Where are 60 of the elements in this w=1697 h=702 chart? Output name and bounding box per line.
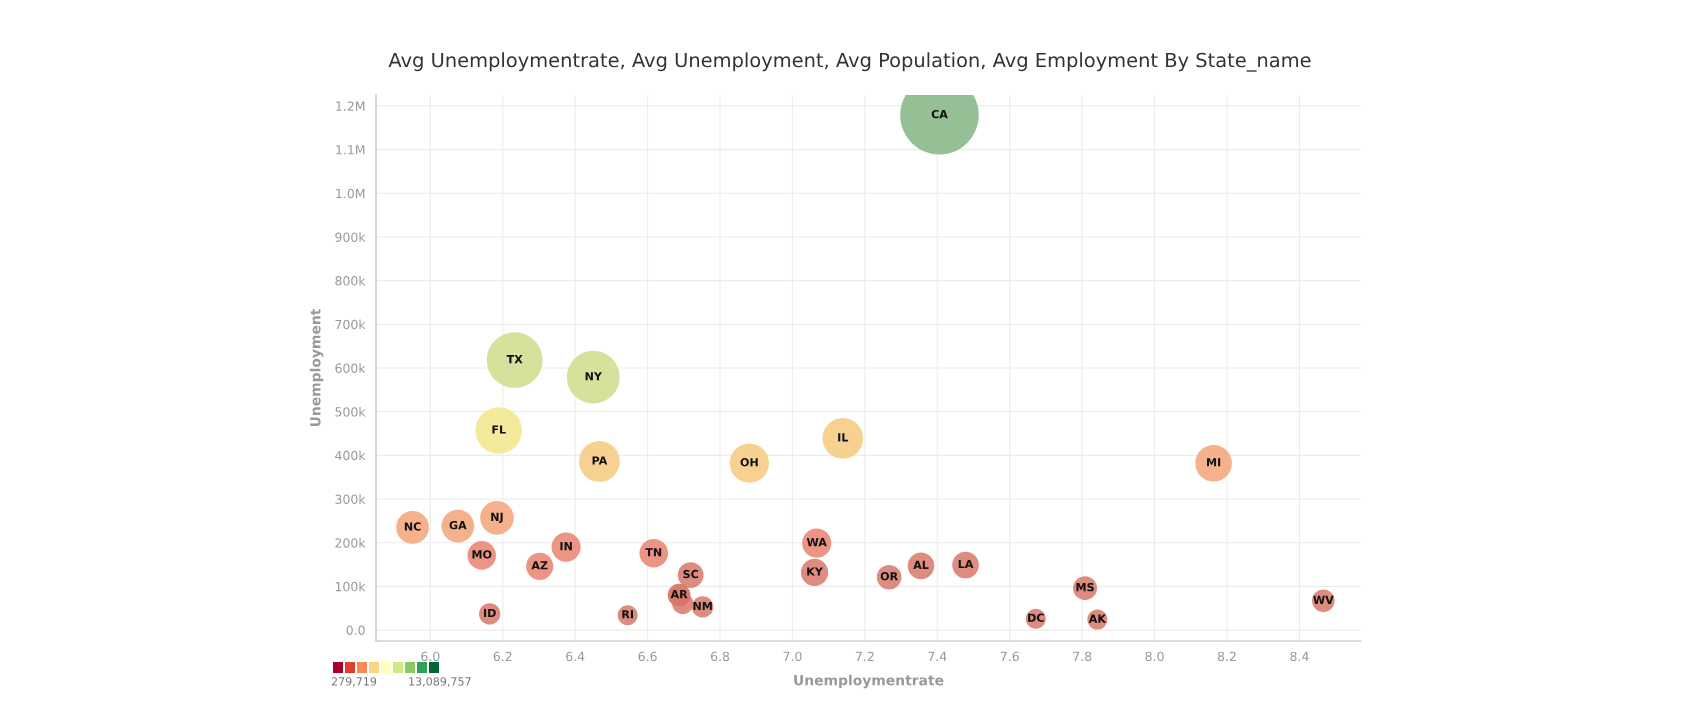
annotation: FL	[492, 425, 506, 434]
x-tick-label: 6.6	[638, 651, 657, 662]
annotation: TN	[645, 548, 662, 557]
annotation: AR	[670, 590, 688, 599]
annotation: RI	[622, 610, 633, 619]
x-tick-label: 7.0	[783, 651, 802, 662]
y-tick-label: 900k	[335, 232, 366, 242]
annotation: AL	[913, 560, 929, 569]
x-tick-label: 6.8	[710, 651, 730, 662]
chart-title: Avg Unemploymentrate, Avg Unemployment, Avg Population, Avg Employment By State_name	[388, 52, 1311, 72]
annotation: GA	[449, 520, 467, 530]
annotation: TX	[506, 355, 523, 364]
annotation: NJ	[491, 512, 503, 524]
annotation: NM	[693, 601, 712, 610]
annotation: DC	[1028, 613, 1044, 622]
x-tick-label: 7.2	[855, 651, 874, 661]
y-tick-label: 0.0	[346, 625, 365, 636]
y-tick-label: 800k	[335, 275, 366, 286]
annotation: LA	[958, 559, 974, 569]
y-tick-label: 100k	[335, 581, 366, 592]
annotation: ID	[484, 608, 496, 617]
annotation: OR	[880, 572, 898, 581]
x-tick-label: 7.8	[1073, 651, 1092, 662]
annotation: NC	[404, 522, 421, 531]
x-tick-label: 6.2	[493, 651, 512, 662]
annotation: KY	[807, 567, 823, 576]
x-tick-label: 7.6	[1000, 651, 1019, 662]
annotation: WV	[1313, 595, 1334, 604]
y-tick-label: 500k	[335, 406, 366, 417]
annotation: CA	[931, 109, 948, 119]
x-tick-label: 6.0	[421, 651, 440, 662]
annotation: IN	[560, 542, 572, 551]
y-tick-label: 1.1M	[336, 145, 365, 155]
y-axis-title: Unemployment	[309, 308, 324, 427]
y-tick-label: 700k	[335, 319, 366, 330]
annotation: PA	[592, 456, 608, 465]
annotation: WA	[806, 538, 827, 547]
y-tick-label: 1.2M	[336, 101, 365, 111]
annotation: AZ	[531, 561, 548, 570]
x-tick-label: 7.4	[928, 651, 947, 661]
annotation: MI	[1207, 458, 1221, 467]
x-tick-label: 8.2	[1217, 651, 1236, 662]
annotation: MS	[1076, 582, 1094, 592]
y-tick-label: 200k	[335, 537, 366, 548]
annotation: SC	[683, 569, 699, 579]
y-tick-label: 400k	[335, 450, 366, 461]
y-tick-label: 1.0M	[336, 188, 365, 199]
x-tick-label: 8.4	[1290, 651, 1309, 662]
y-tick-label: 300k	[335, 494, 366, 504]
text: 13,089,757	[409, 677, 471, 687]
annotation: NY	[585, 372, 603, 381]
y-tick-label: 600k	[335, 363, 366, 373]
x-tick-label: 6.4	[566, 651, 585, 662]
text: 279,719	[331, 677, 377, 687]
x-axis-title: Unemploymentrate	[794, 674, 944, 689]
annotation: IL	[838, 433, 849, 442]
annotation: MO	[472, 550, 492, 559]
x-tick-label: 8.0	[1145, 651, 1164, 662]
annotation: OH	[740, 458, 758, 467]
annotation: AK	[1088, 614, 1107, 623]
